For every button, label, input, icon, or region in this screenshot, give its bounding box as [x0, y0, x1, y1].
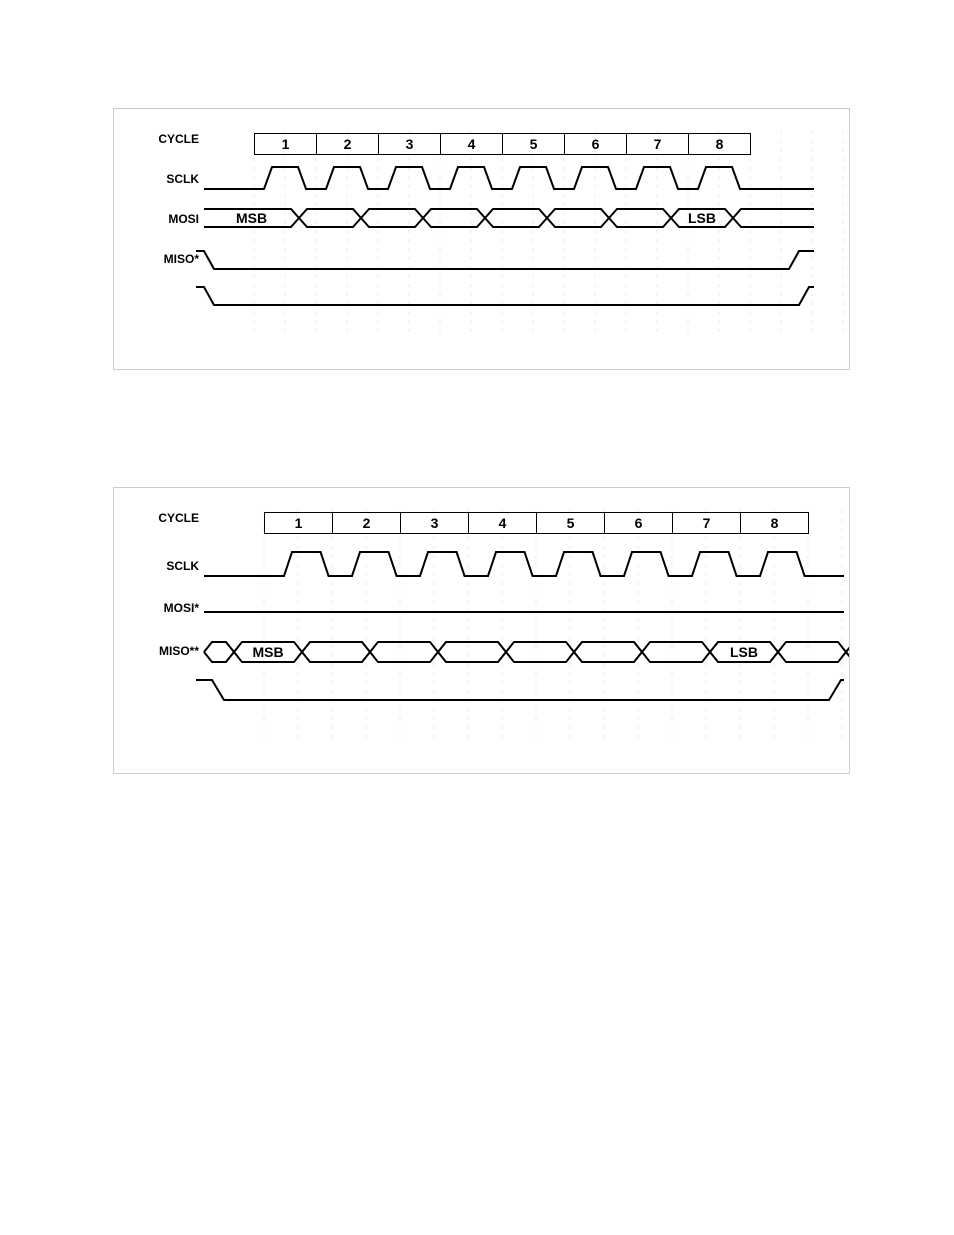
cycle-cell: 8 [688, 133, 751, 155]
cycle-cell: 5 [536, 512, 605, 534]
cycle-cell: 1 [254, 133, 317, 155]
signal-label: MISO** [124, 644, 199, 658]
signal-label: SCLK [124, 559, 199, 573]
cycle-cell: 2 [316, 133, 379, 155]
cycle-cell: 4 [440, 133, 503, 155]
signal-label: MOSI [124, 212, 199, 226]
data-bit-label: MSB [222, 210, 282, 226]
cycle-cell: 8 [740, 512, 809, 534]
cycle-cell: 7 [626, 133, 689, 155]
cycle-cell: 2 [332, 512, 401, 534]
cycle-cell: 3 [400, 512, 469, 534]
data-bit-label: LSB [672, 210, 732, 226]
signal-label: MOSI* [124, 601, 199, 615]
cycle-cell: 1 [264, 512, 333, 534]
data-bit-label: LSB [714, 644, 774, 660]
signal-label: CYCLE [124, 132, 199, 146]
cycle-cell: 6 [564, 133, 627, 155]
cycle-cell: 6 [604, 512, 673, 534]
cycle-cell: 7 [672, 512, 741, 534]
signal-label: SCLK [124, 172, 199, 186]
cycle-cell: 4 [468, 512, 537, 534]
page: CYCLESCLKMOSIMISO*12345678MSBLSB CYCLESC… [0, 0, 954, 1235]
timing-diagram-read: CYCLE SCLK MOSI* MISO** 12345678 MSB LSB [113, 487, 850, 774]
data-bit-label: MSB [238, 644, 298, 660]
signal-label: MISO* [124, 252, 199, 266]
timing-diagram-write: CYCLE SCLK MOSI MISO* 12345678 MSB LSB [113, 108, 850, 370]
signal-label: CYCLE [124, 511, 199, 525]
cycle-cell: 5 [502, 133, 565, 155]
cycle-cell: 3 [378, 133, 441, 155]
